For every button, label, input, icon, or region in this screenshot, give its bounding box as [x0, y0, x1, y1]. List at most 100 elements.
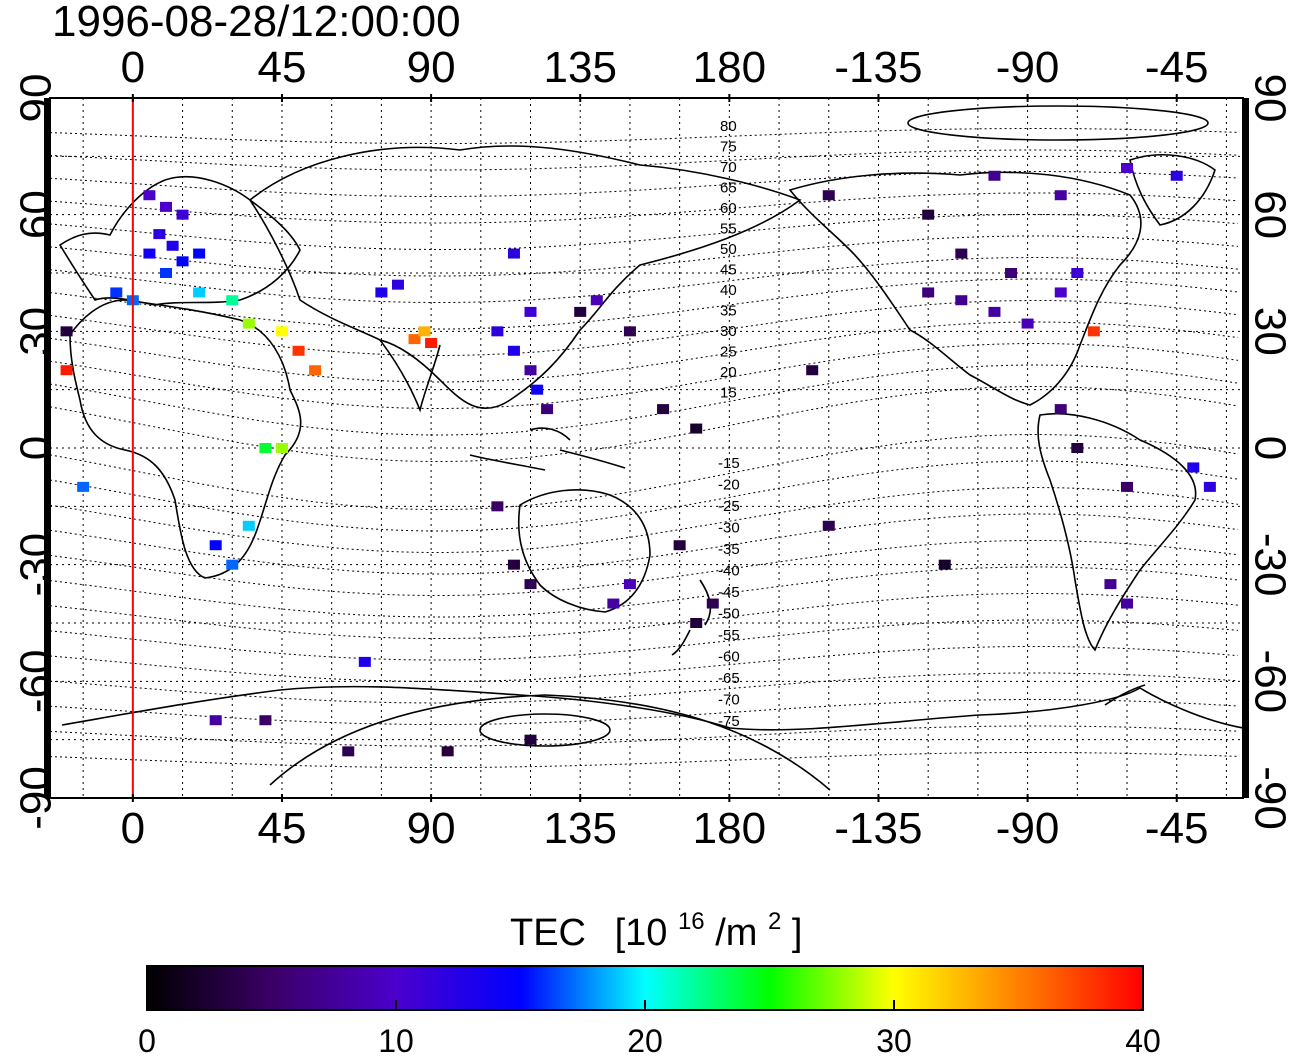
tec-point [590, 295, 603, 306]
tec-point [1087, 326, 1100, 337]
left-lat-tick-label: 0 [12, 436, 61, 460]
tec-point [657, 404, 670, 415]
tec-point [193, 287, 206, 298]
contour-label: -40 [718, 563, 740, 580]
magnetic-contour [50, 214, 1239, 250]
tec-point [1187, 462, 1200, 473]
colorbar-title-quantity: TEC [510, 912, 586, 954]
contour-label: -55 [718, 627, 740, 644]
bottom-lon-tick-label: 45 [257, 804, 306, 853]
magnetic-contour [50, 257, 1239, 303]
contour-label: 65 [720, 180, 737, 197]
top-lon-tick-label: -90 [996, 43, 1060, 92]
right-lat-tick-label: 90 [1246, 74, 1292, 123]
contour-label: 35 [720, 303, 737, 320]
contour-label: 30 [720, 323, 737, 340]
right-lat-tick-label: 0 [1246, 436, 1292, 460]
tec-point [491, 501, 504, 512]
colorbar-tick-label: 30 [876, 1023, 912, 1057]
magnetic-contour [50, 128, 1239, 144]
tec-point [1021, 318, 1034, 329]
top-lon-tick-label: 135 [544, 43, 617, 92]
bottom-lon-tick-label: 180 [693, 804, 766, 853]
contour-label: 45 [720, 262, 737, 279]
top-lon-tick-label: 45 [257, 43, 306, 92]
right-lat-tick-label: 30 [1246, 307, 1292, 356]
tec-point [1071, 268, 1084, 278]
tec-point [60, 326, 73, 337]
left-lat-tick-label: 60 [12, 190, 61, 239]
colorbar-unit: [10 [615, 912, 668, 954]
left-lat-tick-label: -30 [12, 533, 61, 597]
magnetic-contour [50, 321, 1239, 383]
tec-point [242, 318, 255, 329]
top-tick-mark [430, 94, 433, 102]
right-lat-tick-label: -60 [1246, 650, 1292, 714]
tec-point [822, 190, 835, 201]
contour-label: -70 [718, 692, 740, 709]
magnetic-contour [50, 460, 1239, 532]
magnetic-contour [50, 752, 1239, 768]
south-pole-arc [269, 694, 831, 791]
top-lon-tick-label: 180 [693, 43, 766, 92]
tec-point [242, 520, 255, 531]
tec-point [1203, 481, 1216, 492]
tec-point [922, 209, 935, 220]
left-lat-tick-label: 30 [12, 307, 61, 356]
magnetic-contour [50, 235, 1239, 277]
tec-point [1121, 481, 1134, 492]
tec-point [176, 209, 189, 220]
colorbar-tick-label: 40 [1125, 1023, 1161, 1057]
tec-point [690, 618, 703, 628]
contour-label: -15 [718, 455, 740, 472]
tec-point [159, 201, 172, 212]
contour-label: -25 [718, 498, 740, 515]
colorbar-unit-tail: /m [715, 912, 757, 954]
colorbar-tick-label: 10 [378, 1023, 414, 1057]
top-tick-mark [280, 94, 283, 102]
colorbar-ticks: 0 10 20 30 40 [138, 1000, 1161, 1057]
contour-label: 50 [720, 241, 737, 258]
tec-point [408, 334, 421, 345]
tec-point [209, 715, 222, 726]
magnetic-contour [50, 342, 1239, 409]
bottom-tick-mark [131, 794, 134, 802]
tec-point [418, 326, 431, 337]
axis-ticks: 0045459090135135180180-135-135-90-90-45-… [12, 43, 1292, 853]
bottom-tick-mark [728, 794, 731, 802]
top-lon-tick-label: 0 [121, 43, 145, 92]
magnetic-contour [50, 486, 1239, 553]
colorbar: TEC [10 16 /m 2 ] 0 10 20 30 40 [138, 908, 1161, 1057]
right-axis-bar [1243, 98, 1249, 798]
top-lon-tick-label: -45 [1145, 43, 1209, 92]
tec-point [574, 306, 587, 317]
tec-point [176, 256, 189, 267]
bottom-lon-tick-label: -45 [1145, 804, 1209, 853]
magnetic-contour [50, 646, 1239, 682]
tec-point [159, 268, 172, 278]
right-lat-tick-label: -90 [1246, 766, 1292, 830]
magnetic-contour [50, 171, 1239, 197]
tec-point [275, 326, 288, 337]
map-title: 1996-08-28/12:00:00 [52, 0, 461, 46]
tec-point [1121, 163, 1134, 173]
bottom-lon-tick-label: -135 [834, 804, 922, 853]
magnetic-contour [50, 192, 1239, 224]
colorbar-tick-label: 20 [627, 1023, 663, 1057]
coast-asia [248, 145, 802, 410]
north-pole-ellipse [907, 105, 1209, 141]
left-axis-bar [44, 98, 50, 798]
top-tick-mark [131, 94, 134, 102]
south-pole-ellipse [479, 713, 611, 747]
bottom-tick-mark [877, 794, 880, 802]
bottom-lon-tick-label: 135 [544, 804, 617, 853]
tec-point [209, 540, 222, 551]
tec-point [607, 598, 620, 609]
coast-africa [69, 299, 302, 579]
tec-point [1104, 579, 1117, 590]
tec-point [153, 229, 166, 240]
contour-label: -45 [718, 584, 740, 601]
tec-point [110, 287, 123, 298]
magnetic-contour [50, 699, 1239, 725]
top-tick-mark [728, 94, 731, 102]
